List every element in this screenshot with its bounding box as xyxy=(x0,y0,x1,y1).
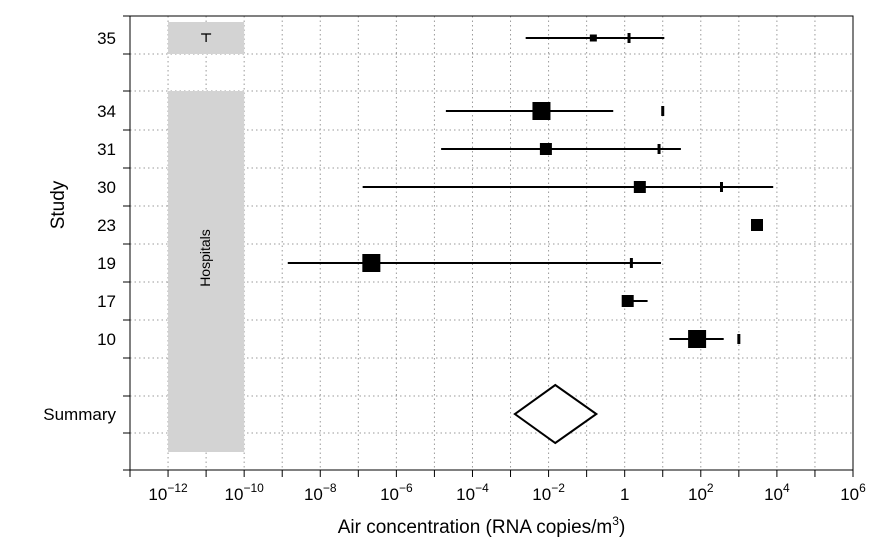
x-tick-base: 1 xyxy=(620,485,629,504)
y-tick-label-10: 10 xyxy=(97,330,116,349)
x-tick-exponent: 6 xyxy=(859,481,866,495)
x-tick-label: 106 xyxy=(840,481,866,504)
tick-mark-study-19 xyxy=(629,258,633,268)
x-tick-label: 10−12 xyxy=(148,481,188,504)
point-study-30 xyxy=(633,181,646,193)
x-tick-base: 10 xyxy=(380,485,399,504)
y-tick-label-Summary: Summary xyxy=(43,405,116,424)
x-tick-label: 104 xyxy=(764,481,790,504)
x-tick-exponent: −10 xyxy=(243,481,264,495)
point-study-35 xyxy=(589,34,597,42)
category-bands: Hospitals xyxy=(168,22,245,452)
tick-mark-study-35 xyxy=(627,33,631,43)
x-tick-base: 10 xyxy=(532,485,551,504)
y-tick-label-35: 35 xyxy=(97,29,116,48)
y-tick-label-34: 34 xyxy=(97,102,116,121)
point-study-10 xyxy=(688,330,707,348)
study-estimates xyxy=(287,33,774,445)
tick-mark-study-34 xyxy=(661,106,665,116)
x-tick-label: 10−6 xyxy=(380,481,413,504)
band-hospitals-label: Hospitals xyxy=(197,229,213,287)
x-tick-exponent: −2 xyxy=(551,481,565,495)
x-tick-base: 10 xyxy=(148,485,167,504)
x-tick-exponent: −4 xyxy=(475,481,489,495)
x-tick-label: 10−4 xyxy=(456,481,489,504)
gridlines xyxy=(129,16,853,470)
y-tick-label-17: 17 xyxy=(97,292,116,311)
point-study-31 xyxy=(539,143,552,155)
x-tick-exponent: 2 xyxy=(707,481,714,495)
axis-ticks xyxy=(123,15,854,477)
point-study-17 xyxy=(621,295,634,307)
plot-frame xyxy=(129,15,854,471)
x-tick-exponent: −12 xyxy=(167,481,188,495)
tick-mark-study-31 xyxy=(657,144,661,154)
point-study-34 xyxy=(532,102,551,120)
y-tick-label-31: 31 xyxy=(97,140,116,159)
y-tick-label-19: 19 xyxy=(97,254,116,273)
x-tick-label: 10−2 xyxy=(532,481,565,504)
x-tick-base: 10 xyxy=(840,485,859,504)
axis-labels: 10−12 10−10 10−8 10−6 10−4 10−2 1 102 104 1063534… xyxy=(43,29,866,504)
point-study-19 xyxy=(362,254,381,272)
x-tick-label: 10−10 xyxy=(225,481,265,504)
summary-diamond xyxy=(513,383,599,445)
x-axis-title-end: ) xyxy=(619,517,625,538)
y-tick-label-23: 23 xyxy=(97,216,116,235)
x-tick-label: 1 xyxy=(620,485,629,504)
x-tick-base: 10 xyxy=(688,485,707,504)
x-tick-exponent: −6 xyxy=(399,481,413,495)
x-tick-label: 10−8 xyxy=(304,481,337,504)
y-axis-title: Study xyxy=(48,180,69,229)
x-tick-base: 10 xyxy=(225,485,244,504)
x-tick-exponent: 4 xyxy=(783,481,790,495)
y-tick-label-30: 30 xyxy=(97,178,116,197)
x-axis-title-sup: 3 xyxy=(612,514,619,528)
x-tick-base: 10 xyxy=(304,485,323,504)
x-tick-base: 10 xyxy=(456,485,475,504)
x-tick-exponent: −8 xyxy=(323,481,337,495)
x-tick-label: 102 xyxy=(688,481,714,504)
tick-mark-study-10 xyxy=(737,334,741,344)
tick-mark-study-30 xyxy=(719,182,723,192)
x-axis-title: Air concentration (RNA copies/m3) xyxy=(338,514,626,538)
band-hospitals xyxy=(168,91,245,452)
point-study-23 xyxy=(750,219,763,231)
x-axis-title-text: Air concentration (RNA copies/m xyxy=(338,517,613,538)
x-tick-base: 10 xyxy=(764,485,783,504)
